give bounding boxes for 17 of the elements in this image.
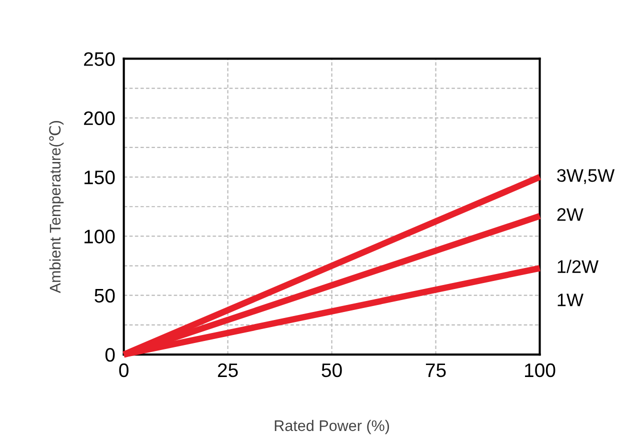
x-tick-label: 25 (218, 363, 238, 378)
x-tick-label: 100 (525, 363, 556, 378)
y-tick-label: 50 (94, 288, 115, 303)
series-label: 3W,5W (557, 169, 615, 184)
y-tick-label: 250 (84, 52, 115, 66)
series-label: 2W (557, 208, 584, 221)
x-tick-label: 0 (119, 363, 128, 378)
y-tick-label: 200 (84, 111, 115, 126)
y-axis-title: Ambient Temperature(℃) (49, 121, 64, 294)
y-tick-label: 0 (105, 348, 115, 362)
x-axis-title: Rated Power (%) (274, 420, 389, 434)
y-tick-label: 100 (84, 230, 115, 244)
annotation: 1W (558, 294, 584, 306)
series-label: 1/2W (558, 260, 598, 273)
x-tick-label: 50 (322, 363, 342, 378)
y-tick-label: 150 (84, 170, 115, 184)
x-tick-label: 75 (426, 364, 446, 378)
